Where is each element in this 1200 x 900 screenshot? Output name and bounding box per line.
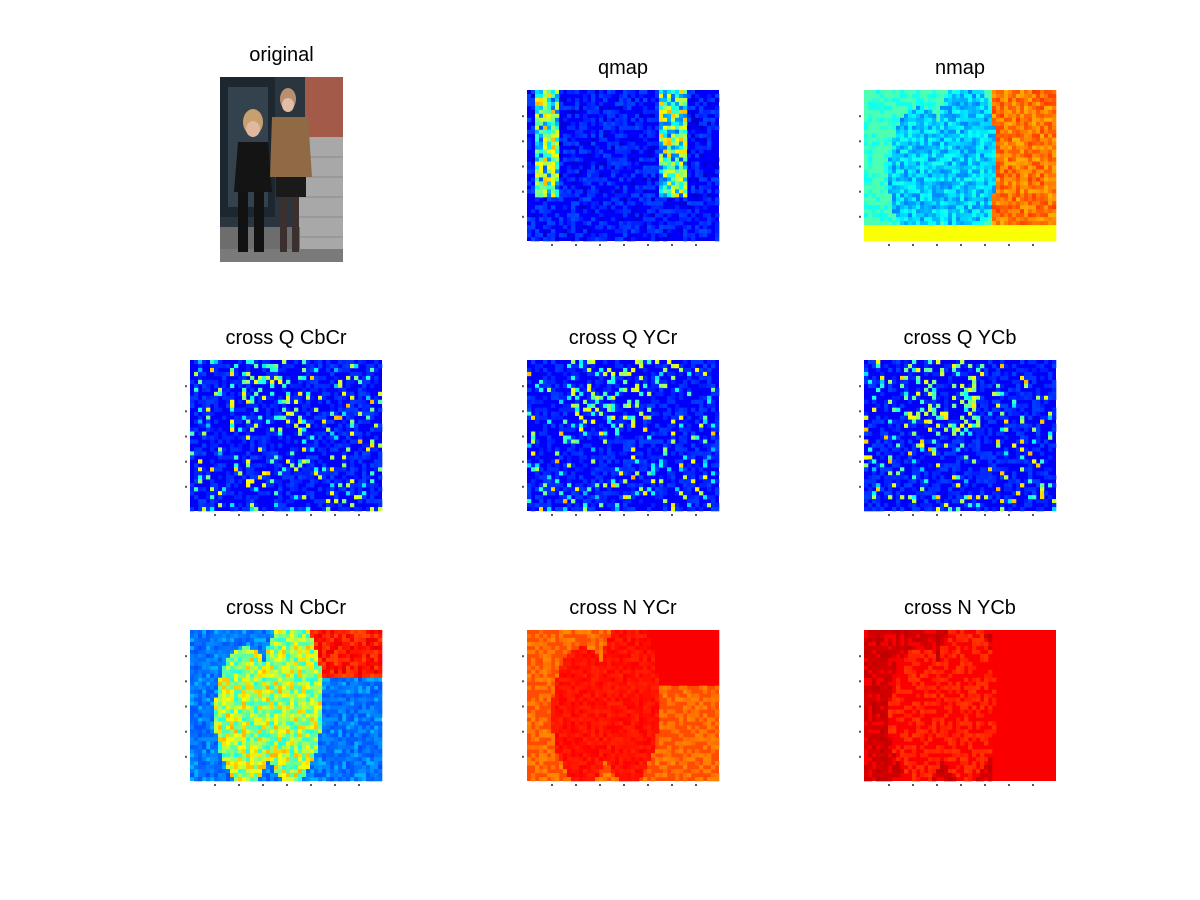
panel-cross-n-ycb: cross N YCb: [859, 597, 1056, 786]
panel-original: original: [220, 44, 343, 262]
panel-cross-q-cbcr: cross Q CbCr: [185, 327, 383, 516]
panel-title-cross-q-cbcr: cross Q CbCr: [225, 327, 347, 349]
cross-q-ycb-heatmap: [859, 360, 1057, 516]
original-photo: [220, 77, 343, 262]
panel-cross-q-ycb: cross Q YCb: [859, 327, 1057, 516]
panel-nmap: nmap: [859, 57, 1057, 246]
cross-q-ycr-heatmap: [522, 360, 720, 516]
cross-n-ycr-heatmap: [522, 630, 720, 786]
cross-n-ycb-heatmap: [859, 630, 1056, 786]
panel-cross-q-ycr: cross Q YCr: [522, 327, 720, 516]
panel-title-cross-n-cbcr: cross N CbCr: [225, 597, 346, 619]
cross-q-cbcr-heatmap: [185, 360, 383, 516]
cross-n-cbcr-heatmap: [185, 630, 383, 786]
panel-qmap: qmap: [522, 57, 720, 246]
panel-cross-n-ycr: cross N YCr: [522, 597, 720, 786]
panel-title-nmap: nmap: [934, 57, 986, 79]
panel-title-cross-n-ycb: cross N YCb: [904, 597, 1016, 619]
panel-title-original: original: [249, 44, 314, 66]
panel-title-cross-q-ycb: cross Q YCb: [903, 327, 1017, 349]
panel-title-cross-n-ycr: cross N YCr: [569, 597, 677, 619]
panel-title-cross-q-ycr: cross Q YCr: [568, 327, 678, 349]
panel-title-qmap: qmap: [597, 57, 649, 79]
nmap-heatmap: [859, 90, 1057, 246]
panel-cross-n-cbcr: cross N CbCr: [185, 597, 383, 786]
qmap-heatmap: [522, 90, 720, 246]
